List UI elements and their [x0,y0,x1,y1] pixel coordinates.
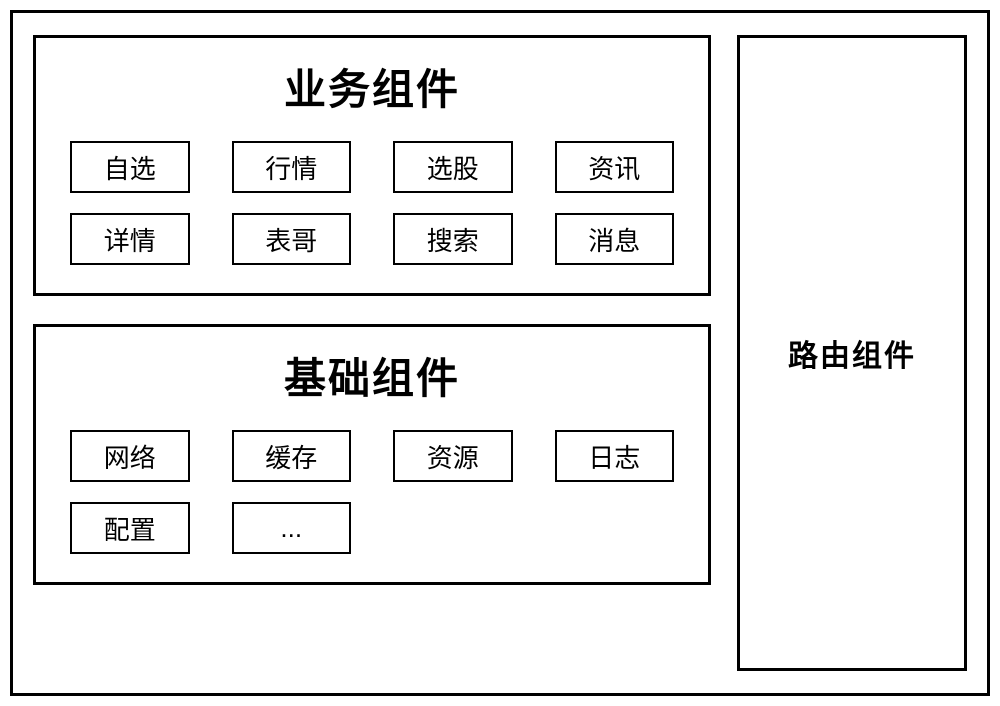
business-cell: 自选 [70,141,190,193]
foundation-title: 基础组件 [70,345,674,406]
business-cell: 搜索 [393,213,513,265]
business-title: 业务组件 [70,56,674,117]
outer-container: 业务组件 自选 行情 选股 资讯 详情 表哥 搜索 消息 基础组件 网络 缓存 … [10,10,990,696]
router-label: 路由组件 [788,331,916,375]
foundation-cell-ellipsis: ... [232,502,352,554]
foundation-panel: 基础组件 网络 缓存 资源 日志 配置 ... [33,324,711,585]
foundation-grid: 网络 缓存 资源 日志 配置 ... [70,430,674,554]
foundation-cell: 缓存 [232,430,352,482]
business-grid: 自选 行情 选股 资讯 详情 表哥 搜索 消息 [70,141,674,265]
foundation-cell: 网络 [70,430,190,482]
business-cell: 表哥 [232,213,352,265]
business-cell: 消息 [555,213,675,265]
left-column: 业务组件 自选 行情 选股 资讯 详情 表哥 搜索 消息 基础组件 网络 缓存 … [33,35,711,671]
router-panel: 路由组件 [737,35,967,671]
business-cell: 详情 [70,213,190,265]
foundation-cell: 资源 [393,430,513,482]
foundation-cell: 配置 [70,502,190,554]
foundation-cell: 日志 [555,430,675,482]
business-cell: 资讯 [555,141,675,193]
business-cell: 选股 [393,141,513,193]
business-cell: 行情 [232,141,352,193]
business-panel: 业务组件 自选 行情 选股 资讯 详情 表哥 搜索 消息 [33,35,711,296]
